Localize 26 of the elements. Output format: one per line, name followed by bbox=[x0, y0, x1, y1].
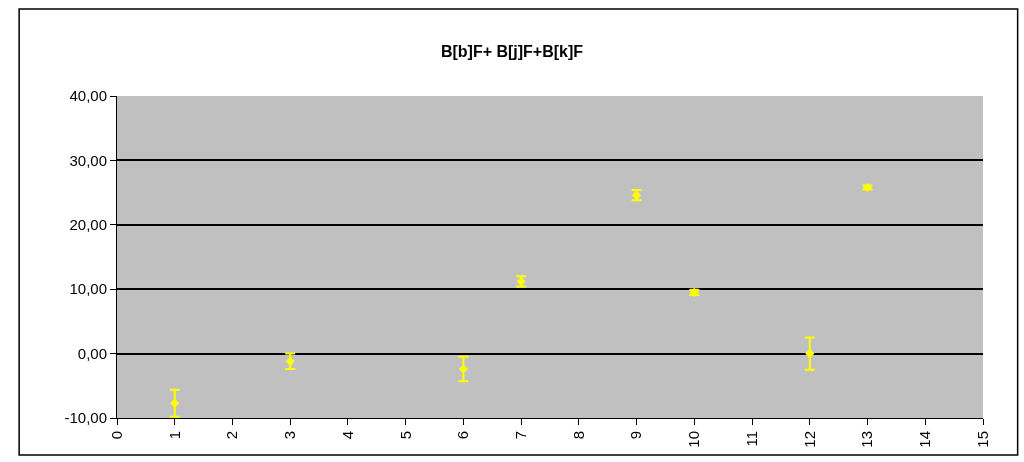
y-tick-label: 10,00 bbox=[69, 280, 107, 298]
x-tick-label: 13 bbox=[858, 431, 876, 448]
y-tick-label: 0,00 bbox=[77, 344, 107, 362]
x-tick-label: 8 bbox=[569, 431, 587, 440]
y-tick-label: 30,00 bbox=[69, 151, 107, 169]
x-tick-label: 1 bbox=[165, 431, 183, 440]
x-tick-label: 9 bbox=[627, 431, 645, 440]
x-tick-label: 7 bbox=[512, 431, 530, 440]
x-tick-label: 4 bbox=[338, 431, 356, 440]
x-tick-label: 5 bbox=[396, 431, 414, 440]
x-tick-label: 14 bbox=[916, 431, 934, 448]
x-tick-label: 10 bbox=[685, 431, 703, 448]
x-tick-label: 2 bbox=[223, 431, 241, 440]
point bbox=[805, 349, 815, 359]
point bbox=[170, 398, 180, 408]
x-tick-label: 6 bbox=[454, 431, 472, 440]
x-tick-label: 11 bbox=[742, 431, 760, 447]
point bbox=[458, 364, 468, 374]
x-tick-label: 0 bbox=[107, 431, 125, 440]
x-tick-label: 15 bbox=[973, 431, 991, 448]
x-tick-label: 12 bbox=[800, 431, 818, 448]
chart-title: B[b]F+ B[j]F+B[k]F bbox=[440, 43, 584, 61]
y-tick-label: 40,00 bbox=[69, 87, 107, 105]
x-tick-label: 3 bbox=[281, 431, 299, 440]
y-tick-label: -10,00 bbox=[64, 409, 107, 427]
y-tick-label: 20,00 bbox=[69, 216, 107, 234]
